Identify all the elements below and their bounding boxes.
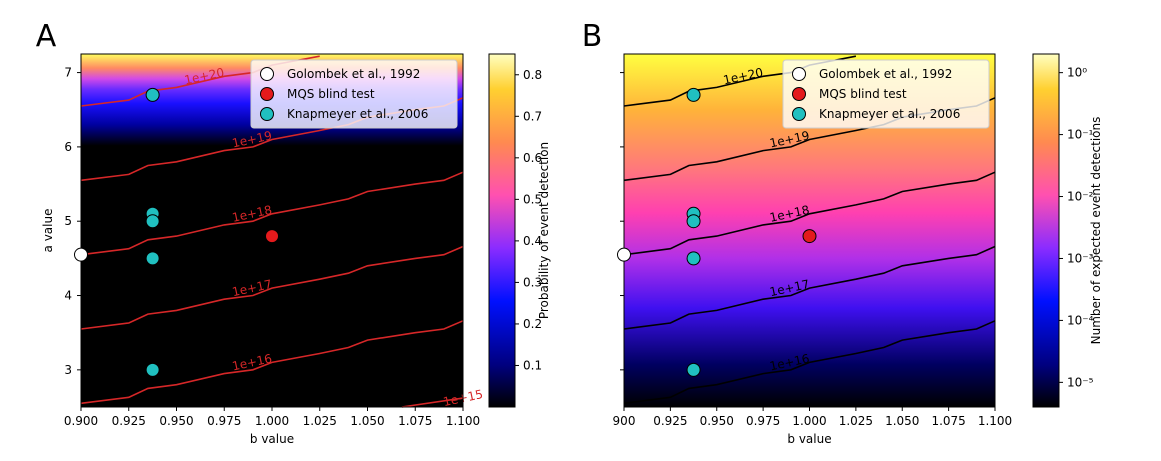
colorbar-tick-label: 0.6	[523, 151, 542, 165]
legend: Golombek et al., 1992 MQS blind test Knapm…	[250, 59, 458, 129]
panel-label: A	[36, 19, 57, 54]
colorbar-tick-label: 10⁻²	[1067, 190, 1094, 204]
marker-knapmeyer	[145, 362, 160, 377]
x-tick-label: 0.975	[746, 414, 780, 428]
colorbar-tick-label: 10⁻⁵	[1067, 375, 1094, 389]
x-axis-label: b value	[250, 432, 294, 446]
marker-knapmeyer	[686, 251, 701, 266]
y-tick-label: 6	[64, 140, 72, 154]
x-tick-label: 900	[613, 414, 636, 428]
legend-marker	[260, 67, 274, 81]
x-tick-label: 0.975	[207, 414, 241, 428]
legend-marker	[260, 87, 274, 101]
legend-entry: MQS blind test	[287, 87, 375, 101]
contour-line	[401, 397, 464, 408]
legend: Golombek et al., 1992 MQS blind test Knapm…	[782, 59, 990, 129]
legend-marker	[792, 107, 806, 121]
legend-entry: Golombek et al., 1992	[819, 67, 952, 81]
colorbar	[488, 53, 516, 408]
y-tick-label: 5	[64, 214, 72, 228]
contour-line	[623, 320, 996, 405]
x-tick-label: 1.025	[303, 414, 337, 428]
panel-label: B	[582, 19, 603, 54]
x-tick-label: 0.925	[653, 414, 687, 428]
y-tick-label: 4	[64, 289, 72, 303]
x-tick-label: 1.100	[446, 414, 480, 428]
x-tick-label: 0.950	[159, 414, 193, 428]
x-tick-label: 1.075	[931, 414, 965, 428]
y-axis-label: a value	[41, 209, 55, 253]
colorbar-tick-label: 0.3	[523, 275, 542, 289]
x-tick-label: 0.950	[700, 414, 734, 428]
legend-marker	[792, 87, 806, 101]
contour-line	[623, 171, 996, 256]
marker-golombek	[74, 247, 88, 262]
legend-marker	[260, 107, 274, 121]
y-tick-label: 3	[64, 363, 72, 377]
marker-golombek	[617, 247, 631, 262]
colorbar-tick-label: 0.2	[523, 317, 542, 331]
legend-box	[782, 59, 990, 129]
contour-line	[80, 320, 464, 405]
marker-knapmeyer	[686, 214, 701, 229]
marker-knapmeyer	[686, 87, 701, 102]
marker-knapmeyer	[145, 214, 160, 229]
colorbar-label: Probability of event detection	[537, 142, 551, 319]
colorbar	[1032, 53, 1060, 408]
contour-line	[623, 245, 996, 330]
colorbar-tick-label: 0.5	[523, 192, 542, 206]
x-tick-label: 0.900	[64, 414, 98, 428]
x-tick-label: 1.000	[792, 414, 826, 428]
legend-entry: Golombek et al., 1992	[287, 67, 420, 81]
contour-line	[80, 171, 464, 256]
legend-entry: Knapmeyer et al., 2006	[819, 107, 960, 121]
legend-marker	[792, 67, 806, 81]
colorbar-tick-label: 10⁻³	[1067, 251, 1094, 265]
colorbar-label: Number of expected event detections	[1089, 117, 1103, 345]
colorbar-tick-label: 10⁰	[1067, 66, 1087, 80]
marker-knapmeyer	[145, 251, 160, 266]
colorbar-tick-label: 10⁻¹	[1067, 128, 1094, 142]
x-tick-label: 1.050	[350, 414, 384, 428]
x-tick-label: 1.075	[398, 414, 432, 428]
marker-mqs	[802, 229, 817, 244]
marker-knapmeyer	[686, 362, 701, 377]
contour-line	[80, 245, 464, 330]
y-tick-label: 7	[64, 66, 72, 80]
colorbar-tick-label: 0.4	[523, 234, 542, 248]
legend-entry: MQS blind test	[819, 87, 907, 101]
colorbar-tick-label: 0.1	[523, 358, 542, 372]
x-tick-label: 1.050	[885, 414, 919, 428]
legend-entry: Knapmeyer et al., 2006	[287, 107, 428, 121]
colorbar-tick-label: 0.8	[523, 68, 542, 82]
x-tick-label: 1.100	[978, 414, 1012, 428]
x-axis-label: b value	[787, 432, 831, 446]
x-tick-label: 0.925	[112, 414, 146, 428]
x-tick-label: 1.025	[839, 414, 873, 428]
colorbar-tick-label: 10⁻⁴	[1067, 313, 1094, 327]
marker-knapmeyer	[145, 87, 160, 102]
marker-mqs	[265, 229, 279, 244]
x-tick-label: 1.000	[255, 414, 289, 428]
colorbar-tick-label: 0.7	[523, 109, 542, 123]
legend-box	[250, 59, 458, 129]
